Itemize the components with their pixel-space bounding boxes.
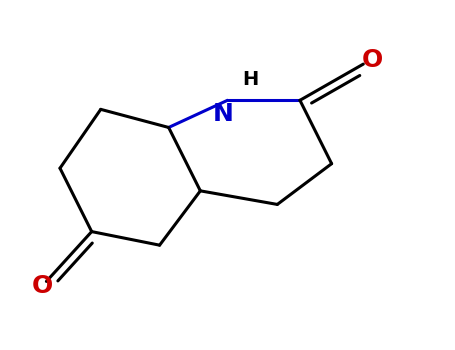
- Text: O: O: [31, 274, 52, 298]
- Text: O: O: [362, 48, 383, 71]
- Text: H: H: [242, 70, 258, 89]
- Text: N: N: [212, 102, 233, 126]
